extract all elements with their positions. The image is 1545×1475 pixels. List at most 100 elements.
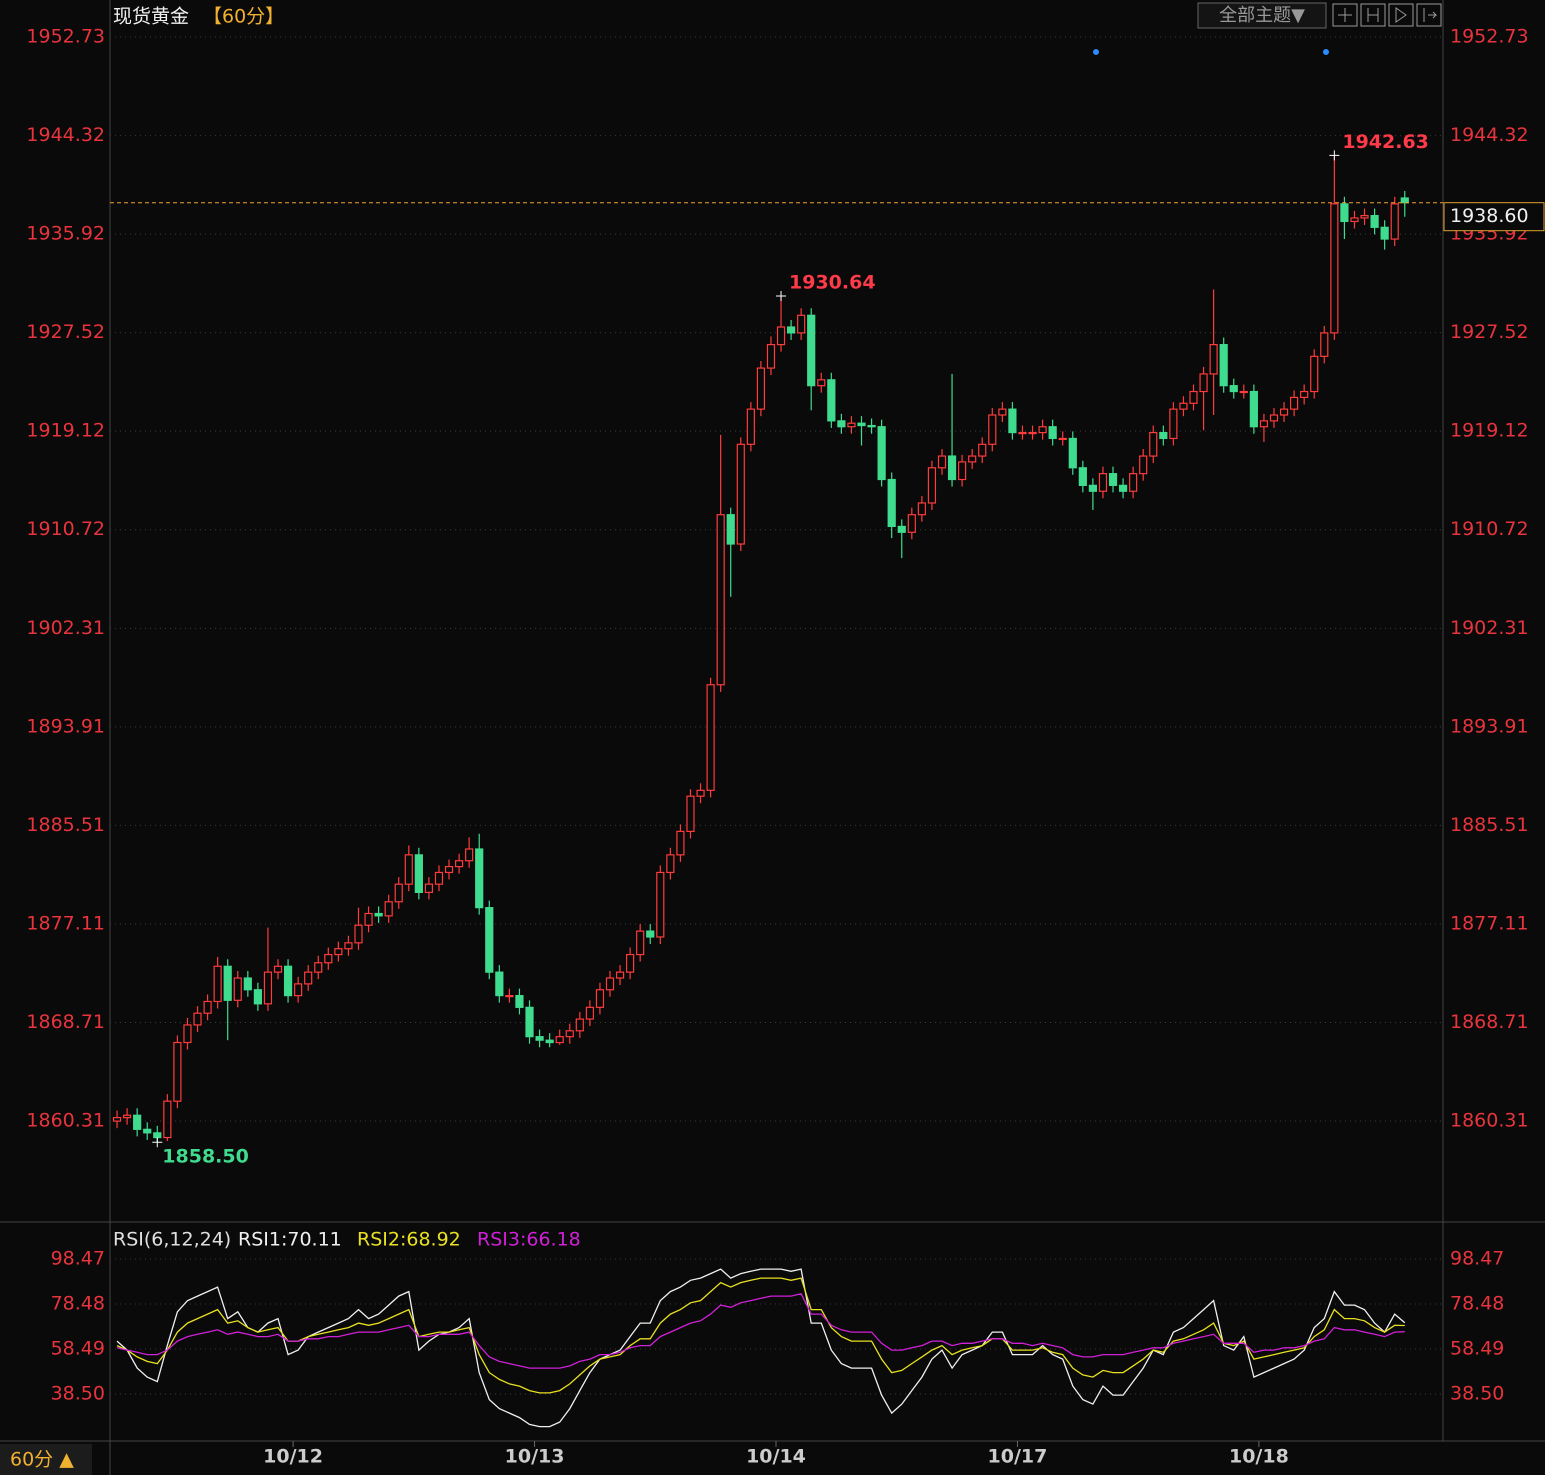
candle-body (1380, 226, 1389, 240)
candle-body (213, 965, 222, 1003)
y-tick-label: 1927.52 (1450, 321, 1529, 343)
candle-body (1350, 217, 1359, 223)
candle-body (1028, 431, 1037, 435)
candle-body (112, 1117, 122, 1122)
x-tick-label: 10/14 (746, 1446, 806, 1468)
candle-body (495, 971, 504, 997)
chart-title: 现货黄金 (113, 6, 189, 28)
candle-body (615, 971, 625, 979)
candle-body (1118, 484, 1128, 492)
candle-body (786, 326, 796, 334)
candle-body (1129, 473, 1138, 492)
candle-body (1169, 408, 1178, 440)
candle-body (454, 860, 464, 868)
y-tick-label: 1860.31 (1450, 1110, 1529, 1132)
candle-body (475, 848, 484, 909)
extreme-marker (1329, 150, 1340, 161)
candle-body (716, 514, 725, 686)
candle-body (857, 422, 866, 427)
candle-body (273, 965, 283, 973)
y-tick-label: 1868.71 (26, 1011, 105, 1033)
candle-body (807, 314, 816, 387)
theme-button[interactable] (1197, 2, 1327, 29)
candle-body (404, 854, 413, 885)
event-marker[interactable] (1093, 49, 1099, 55)
candle-body (646, 930, 655, 938)
candle-body (958, 461, 967, 481)
candle-body (283, 965, 293, 997)
candle-body (766, 344, 776, 369)
candle-body (877, 426, 886, 481)
candle-body (253, 989, 262, 1005)
candle-body (525, 1006, 534, 1038)
candle-body (756, 367, 766, 410)
candle-body (1139, 455, 1148, 475)
candle-body (1370, 214, 1379, 228)
y-tick-label: 1952.73 (1450, 25, 1529, 47)
candle-body (937, 455, 947, 469)
candle-body (706, 684, 715, 791)
candle-body (817, 379, 826, 387)
candle-body (314, 962, 323, 973)
candle-body (726, 514, 735, 545)
y-tick-label: 78.48 (1450, 1293, 1504, 1315)
candle-body (1149, 431, 1158, 457)
candle-body (203, 1000, 212, 1014)
candle-body (545, 1039, 554, 1044)
candle-body (575, 1018, 584, 1032)
candle-body (998, 408, 1007, 416)
candle-body (746, 408, 755, 445)
candle-body (1360, 214, 1369, 219)
y-tick-label: 1952.73 (26, 25, 105, 47)
candle-body (837, 420, 846, 428)
rsi-line (116, 1277, 1405, 1394)
candle-body (1078, 467, 1087, 486)
x-tick-label: 10/18 (1229, 1446, 1289, 1468)
candle-body (978, 443, 987, 457)
indicator-title: RSI(6,12,24) (113, 1229, 231, 1251)
candle-body (917, 502, 926, 516)
candle-body (304, 971, 313, 985)
theme-button-label[interactable]: 全部主题▼ (1219, 5, 1305, 26)
x-tick-label: 10/17 (988, 1446, 1048, 1468)
candle-body (847, 422, 856, 428)
toolbar-icons[interactable] (1332, 3, 1442, 27)
candle-body (1038, 426, 1047, 434)
candle-body (434, 871, 444, 885)
period-button[interactable] (0, 1444, 92, 1475)
candle-body (887, 478, 896, 528)
candle-body (1249, 390, 1258, 428)
candle-body (354, 924, 363, 944)
legend-entry: RSI3:66.18 (477, 1229, 581, 1251)
candle-body (927, 467, 937, 504)
candle-body (223, 965, 232, 1001)
y-tick-label: 1860.31 (26, 1110, 105, 1132)
candle-body (1330, 203, 1339, 334)
y-tick-label: 1893.91 (1450, 715, 1529, 737)
event-marker[interactable] (1323, 49, 1329, 55)
candle-body (897, 525, 906, 533)
candle-body (294, 983, 303, 997)
y-tick-label: 1910.72 (1450, 518, 1529, 540)
candle-body (173, 1041, 182, 1102)
candle-body (163, 1100, 172, 1139)
candle-body (1279, 408, 1289, 416)
candle-body (1229, 385, 1238, 393)
y-tick-label: 1877.11 (1450, 912, 1529, 934)
candle-body (626, 953, 635, 973)
rsi-line (116, 1293, 1405, 1369)
x-tick-label: 10/13 (505, 1446, 565, 1468)
candle-body (324, 953, 333, 964)
candle-body (907, 514, 916, 533)
candle-body (585, 1006, 594, 1020)
y-tick-label: 78.48 (51, 1293, 105, 1315)
candle-body (1269, 414, 1279, 422)
extreme-marker (776, 291, 787, 302)
candle-body (1239, 390, 1248, 394)
candle-body (1259, 420, 1269, 428)
y-tick-label: 1885.51 (26, 814, 105, 836)
candle-body (1008, 408, 1017, 434)
period-button-label[interactable]: 60分 ▲ (10, 1449, 74, 1471)
low-label: 1858.50 (162, 1146, 249, 1168)
candle-body (485, 907, 494, 973)
